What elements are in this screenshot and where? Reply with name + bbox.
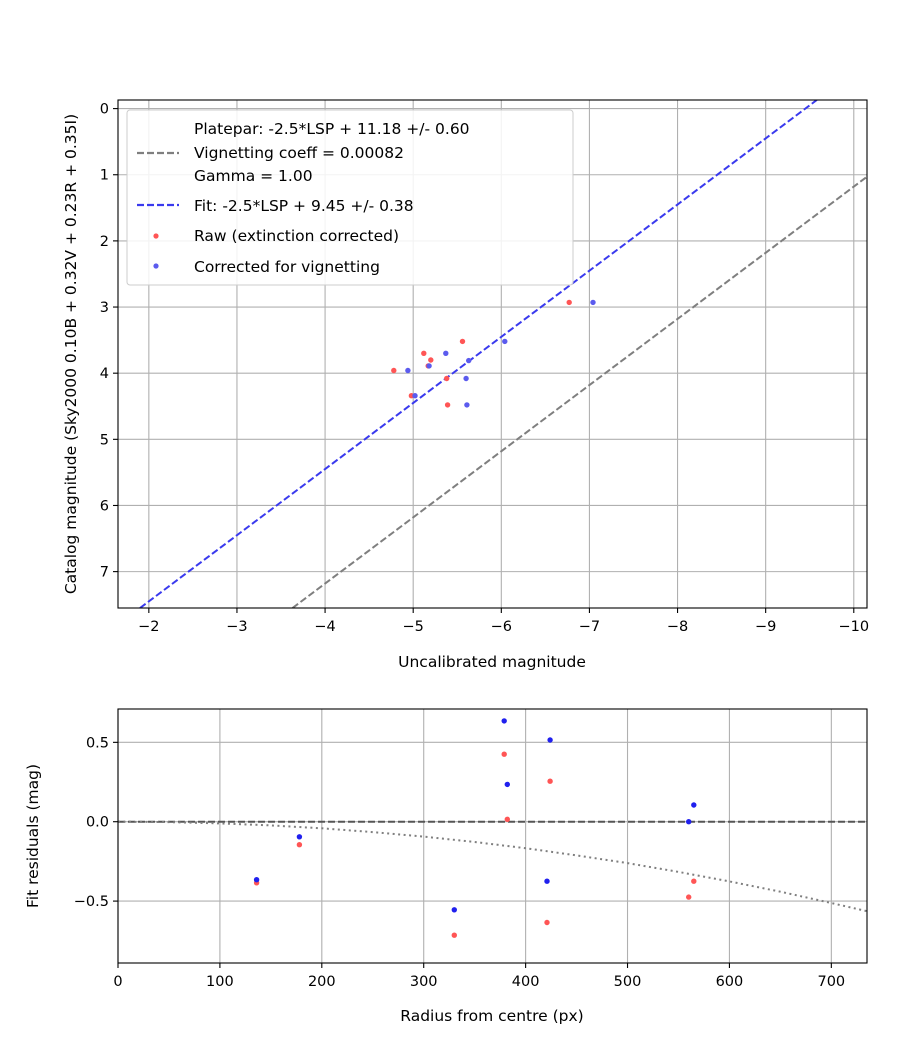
legend: Platepar: -2.5*LSP + 11.18 +/- 0.60 Vign… — [126, 109, 574, 286]
bottom-data-area — [118, 718, 867, 938]
top-y-axis-label: Catalog magnitude (Sky2000 0.10B + 0.32V… — [62, 114, 80, 594]
top-series-2-point — [444, 402, 451, 408]
top-x-tick-label: −8 — [667, 619, 688, 635]
bottom-series-3-point — [253, 877, 260, 883]
bottom-y-tick-label: 0.5 — [86, 735, 109, 751]
top-x-tick-label: −3 — [226, 619, 247, 635]
top-series-3-point — [463, 375, 469, 382]
top-data-area — [139, 100, 867, 608]
bottom-series-3-point — [504, 781, 510, 788]
bottom-y-axis-label: Fit residuals (mag) — [24, 764, 42, 908]
top-y-tick-label: 5 — [100, 432, 109, 448]
top-series-2-point — [421, 350, 427, 356]
top-series-2-point — [459, 338, 466, 345]
top-y-tick-label: 7 — [100, 565, 109, 581]
bottom-x-tick-label: 500 — [614, 974, 642, 990]
top-y-tick-label: 3 — [100, 300, 109, 316]
top-x-tick-label: −9 — [755, 619, 776, 635]
bottom-series-3-point — [544, 878, 550, 884]
bottom-series-2-point — [451, 932, 457, 938]
top-series-2-point — [428, 357, 434, 363]
top-x-axis-label: Uncalibrated magnitude — [398, 653, 586, 671]
bottom-axes-frame — [117, 708, 868, 964]
top-series-3-point — [412, 393, 418, 399]
bottom-series-1-line — [118, 820, 867, 913]
bottom-series-2-point — [544, 919, 550, 926]
top-x-tick-label: −7 — [579, 619, 600, 635]
top-axes-frame — [117, 99, 868, 609]
bottom-series-3-point — [296, 834, 303, 840]
top-series-3-point — [405, 367, 411, 374]
top-x-tick-label: −4 — [314, 619, 335, 635]
residuals-plot: 0 100 200 300 400 500 600 700 0.5 0.0 −0.5 Radius … — [24, 708, 868, 1025]
top-series-1-line — [139, 100, 818, 608]
bottom-x-tick-label: 600 — [716, 974, 744, 990]
bottom-x-tick-label: 100 — [206, 974, 234, 990]
top-y-tick-label: 2 — [100, 234, 109, 250]
bottom-series-3-point — [501, 718, 507, 724]
bottom-x-tick-label: 300 — [410, 974, 438, 990]
top-y-tick-label: 4 — [100, 366, 109, 382]
bottom-series-2-point — [501, 751, 507, 757]
top-x-tick-label: −10 — [838, 619, 869, 635]
top-series-3-point — [502, 338, 508, 345]
bottom-tick-labels: 0 100 200 300 400 500 600 700 0.5 0.0 −0.5 — [74, 735, 845, 990]
magnitude-calibration-plot: −2 −3 −4 −5 −6 −7 −8 −9 −10 0 1 2 3 4 5 6 7 Uncalibrated… — [62, 99, 869, 671]
top-series-3-point — [426, 363, 432, 369]
top-series-3-point — [466, 357, 472, 364]
top-y-tick-label: 0 — [100, 102, 109, 118]
bottom-x-axis-label: Radius from centre (px) — [400, 1007, 583, 1025]
top-series-2-point — [444, 375, 450, 382]
bottom-series-3-point — [547, 737, 553, 743]
top-series-2-point — [391, 367, 397, 374]
bottom-series-3-point — [451, 907, 457, 913]
top-y-tick-label: 6 — [100, 498, 109, 514]
legend-fit-label: Fit: -2.5*LSP + 9.45 +/- 0.38 — [194, 197, 414, 215]
top-x-tick-label: −5 — [403, 619, 424, 635]
top-series-3-point — [464, 402, 470, 408]
top-x-tick-label: −2 — [138, 619, 159, 635]
top-tick-labels: −2 −3 −4 −5 −6 −7 −8 −9 −10 0 1 2 3 4 5 6 7 — [100, 102, 869, 635]
bottom-series-2-point — [691, 878, 697, 884]
legend-corrected-label: Corrected for vignetting — [194, 258, 380, 276]
top-series-3-point — [590, 299, 596, 306]
bottom-y-tick-label: 0.0 — [86, 815, 109, 831]
bottom-series-2-point — [296, 842, 303, 848]
bottom-series-2-point — [547, 778, 553, 784]
top-x-tick-label: −6 — [491, 619, 512, 635]
legend-corrected-marker — [153, 263, 159, 269]
legend-raw-marker — [153, 233, 159, 239]
bottom-series-2-point — [504, 816, 510, 822]
legend-raw-label: Raw (extinction corrected) — [194, 227, 399, 245]
top-series-2-point — [566, 299, 572, 306]
bottom-series-3-point — [686, 819, 692, 825]
bottom-x-tick-label: 0 — [113, 974, 122, 990]
bottom-x-tick-label: 200 — [308, 974, 336, 990]
legend-box — [126, 109, 574, 286]
bottom-series-2-point — [686, 894, 692, 900]
bottom-x-tick-label: 400 — [512, 974, 540, 990]
bottom-x-tick-label: 700 — [817, 974, 845, 990]
legend-platepar-label: Platepar: -2.5*LSP + 11.18 +/- 0.60 Vign… — [194, 120, 475, 185]
bottom-y-tick-label: −0.5 — [74, 894, 109, 910]
top-series-3-point — [443, 350, 449, 356]
top-y-tick-label: 1 — [100, 168, 109, 184]
bottom-series-3-point — [691, 802, 697, 808]
